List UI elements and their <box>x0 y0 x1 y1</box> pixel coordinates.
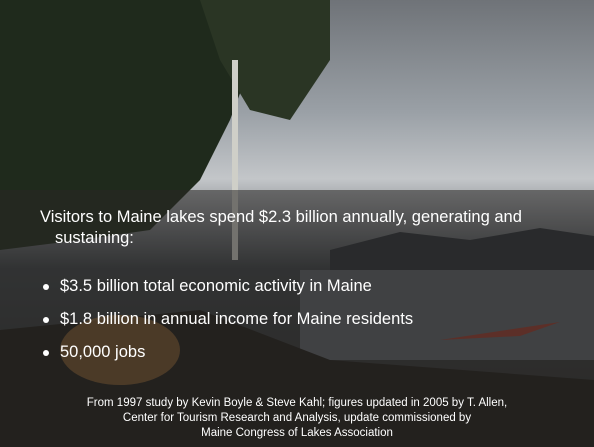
source-line: Center for Tourism Research and Analysis… <box>0 411 594 426</box>
bullet-item: $3.5 billion total economic activity in … <box>40 270 413 303</box>
bullet-item: 50,000 jobs <box>40 336 413 369</box>
source-note: From 1997 study by Kevin Boyle & Steve K… <box>0 396 594 441</box>
source-line: Maine Congress of Lakes Association <box>0 426 594 441</box>
slide: Visitors to Maine lakes spend $2.3 billi… <box>0 0 594 447</box>
bullet-item: $1.8 billion in annual income for Maine … <box>40 303 413 336</box>
intro-text: Visitors to Maine lakes spend $2.3 billi… <box>40 207 585 249</box>
source-line: From 1997 study by Kevin Boyle & Steve K… <box>0 396 594 411</box>
bullet-list: $3.5 billion total economic activity in … <box>40 270 413 369</box>
